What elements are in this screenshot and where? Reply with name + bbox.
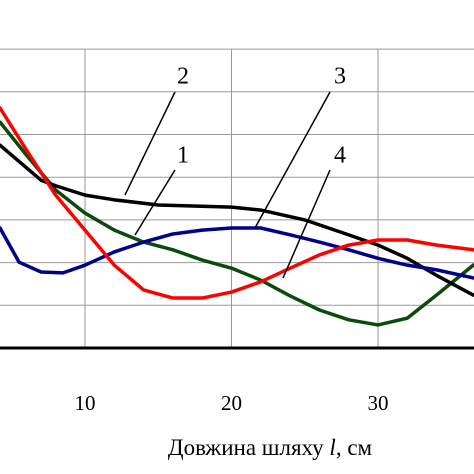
leader-line bbox=[254, 91, 331, 229]
x-tick-label: 10 bbox=[74, 391, 95, 415]
series-line bbox=[0, 143, 474, 297]
leader-line bbox=[124, 91, 176, 196]
curve-label: 1 bbox=[177, 143, 189, 169]
leader-line bbox=[282, 169, 331, 279]
x-label-var: l bbox=[329, 435, 335, 460]
x-tick-label: 30 bbox=[368, 391, 389, 415]
plot-lines bbox=[0, 106, 474, 327]
leader-line bbox=[134, 169, 176, 236]
x-label-part: Довжина шляху bbox=[168, 435, 330, 460]
curve-label: 2 bbox=[177, 64, 189, 90]
x-tick-label: 20 bbox=[221, 391, 242, 415]
curve-label: 3 bbox=[334, 64, 346, 90]
curve-label: 4 bbox=[334, 143, 346, 169]
grid bbox=[0, 48, 474, 348]
x-label-part: , см bbox=[336, 435, 373, 460]
series-line bbox=[0, 120, 474, 327]
series-line bbox=[0, 106, 474, 300]
x-axis-label: Довжина шляху l, см bbox=[168, 435, 373, 460]
series-line bbox=[0, 226, 474, 280]
